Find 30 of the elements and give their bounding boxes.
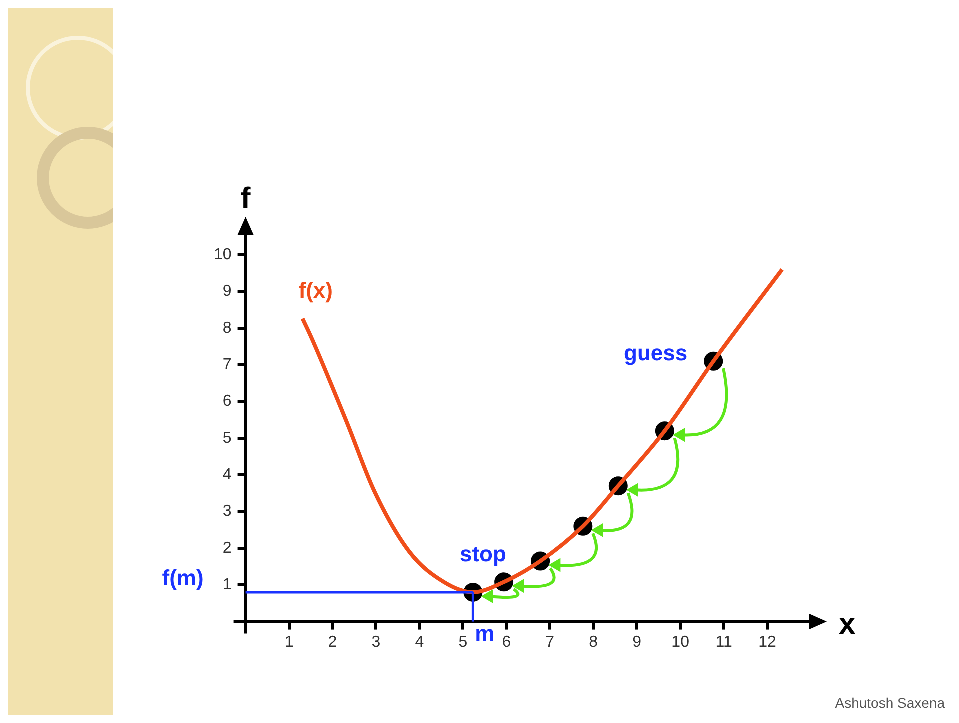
y-tick-label: 3 (222, 503, 232, 520)
y-tick-label: 5 (222, 430, 232, 447)
y-tick-label: 2 (222, 540, 232, 557)
y-tick-label: 8 (222, 320, 232, 337)
annotation: stop (460, 542, 506, 567)
y-tick-label: 4 (222, 466, 232, 484)
y-tick-label: 7 (222, 356, 232, 374)
x-tick-label: 7 (546, 634, 555, 651)
ref-line-label: m (475, 620, 495, 646)
y-tick-label: 1 (222, 576, 232, 594)
x-tick-label: 5 (458, 634, 468, 651)
x-tick-label: 1 (284, 634, 294, 651)
series-label: f(x) (298, 278, 333, 303)
x-tick-label: 12 (758, 634, 777, 651)
x-tick-label: 6 (502, 634, 512, 651)
x-tick-label: 3 (372, 634, 381, 651)
x-tick-label: 11 (716, 634, 732, 651)
y-tick-label: 10 (214, 246, 232, 264)
text: Ashutosh Saxena (835, 694, 946, 711)
x-tick-label: 8 (589, 634, 598, 651)
x-tick-label: 9 (632, 634, 642, 651)
ref-line-label: f(m) (162, 566, 204, 591)
x-tick-label: 10 (672, 634, 690, 651)
y-axis-title: f (240, 182, 252, 216)
annotation: guess (624, 340, 688, 366)
x-axis-title: x (839, 608, 856, 642)
y-tick-label: 9 (222, 283, 232, 300)
x-tick-label: 2 (328, 634, 338, 651)
x-tick-label: 4 (415, 634, 424, 651)
y-tick-label: 6 (222, 393, 232, 410)
